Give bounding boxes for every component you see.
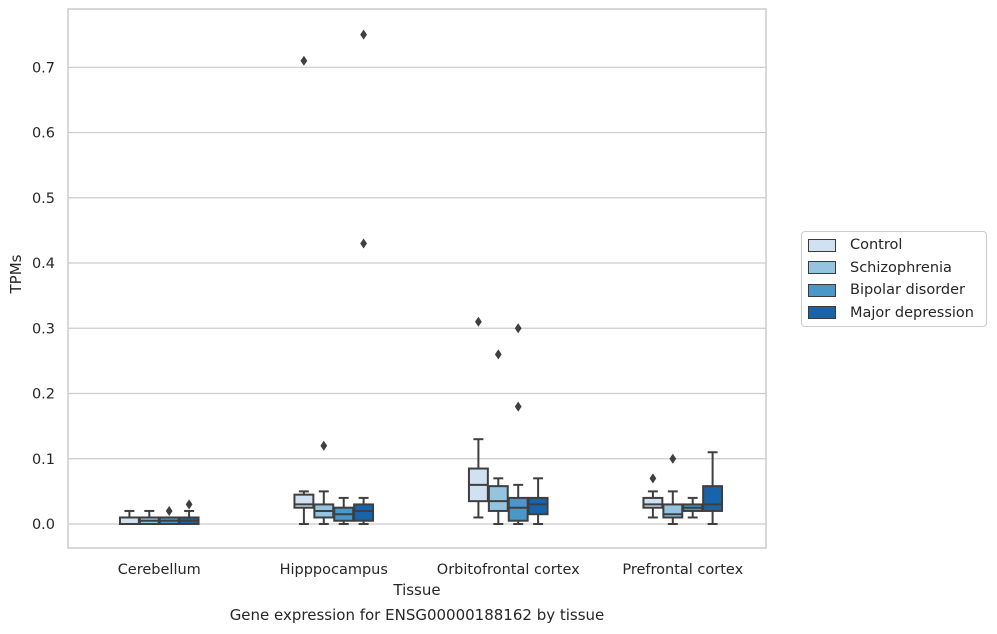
legend-item: Major depression [808,304,974,322]
outlier-point [300,55,308,66]
x-axis-label: Tissue [392,581,440,599]
y-tick-label: 0.5 [32,191,55,207]
outlier-point [360,29,367,40]
y-gridlines [68,66,766,525]
y-tick-label: 0.3 [32,321,55,337]
y-tick-label: 0.2 [32,387,55,403]
legend-item: Control [808,236,902,254]
legend-label: Control [850,237,903,253]
plot-area-frame [67,8,767,549]
legend: Control Schizophrenia Bipolar disorder Majo… [801,231,987,327]
outlier-point [165,505,173,516]
legend-swatch [808,306,836,319]
outlier-point [514,401,522,412]
box-major-depression [527,477,549,525]
outlier-point [185,499,193,510]
legend-label: Bipolar disorder [850,282,965,298]
outlier-point [514,323,522,334]
box-control [293,55,315,525]
legend-swatch [808,238,836,252]
box-iqr [353,503,375,522]
y-tick-label: 0.4 [32,256,55,272]
box-iqr [662,503,684,519]
legend-label: Schizophrenia [850,259,952,276]
box-control [642,473,664,519]
x-tick-label: Orbitofrontal cortex [437,562,580,578]
box-control [118,509,140,525]
legend-label: Major depression [850,304,974,321]
box-major-depression [178,499,200,525]
y-tick-label: 0.7 [32,60,55,76]
box-control [467,316,489,519]
box-bipolar-disorder [507,323,529,525]
box-schizophrenia [487,349,509,525]
box-schizophrenia [313,440,335,525]
box-iqr [527,496,549,516]
box-iqr [293,493,315,509]
box-iqr [507,496,529,522]
outlier-point [475,316,482,327]
legend-item: Schizophrenia [808,259,952,277]
outlier-point [649,473,657,484]
y-tick-label: 0.0 [32,517,55,533]
box-schizophrenia [662,453,684,525]
legend-swatch [808,261,836,274]
box-major-depression [353,29,375,525]
box-iqr [702,485,724,512]
box-bipolar-disorder [682,496,704,519]
x-tick-label: Hipppocampus [280,562,388,578]
x-tick-label: Prefrontal cortex [622,562,743,578]
box-iqr [642,496,664,509]
outlier-point [360,238,367,249]
outlier-point [494,349,502,360]
x-tick-labels: Cerebellum Hipppocampus Orbitofrontal cort… [118,562,744,578]
box-series [118,29,724,525]
box-bipolar-disorder [333,496,355,525]
y-tick-labels: 0.0 0.1 0.2 0.3 0.4 0.5 0.6 0.7 [32,60,55,533]
box-iqr [487,485,509,512]
legend-swatch [808,283,836,297]
y-axis-label: TPMs [7,254,25,294]
outlier-point [669,453,677,464]
box-bipolar-disorder [158,505,180,525]
chart-caption: Gene expression for ENSG00000188162 by t… [229,606,605,624]
x-tick-label: Cerebellum [118,562,201,578]
outlier-point [320,440,328,451]
box-schizophrenia [138,509,160,525]
y-tick-label: 0.1 [32,452,55,468]
y-tick-label: 0.6 [32,126,55,142]
box-major-depression [702,451,724,525]
legend-item: Bipolar disorder [808,281,965,299]
